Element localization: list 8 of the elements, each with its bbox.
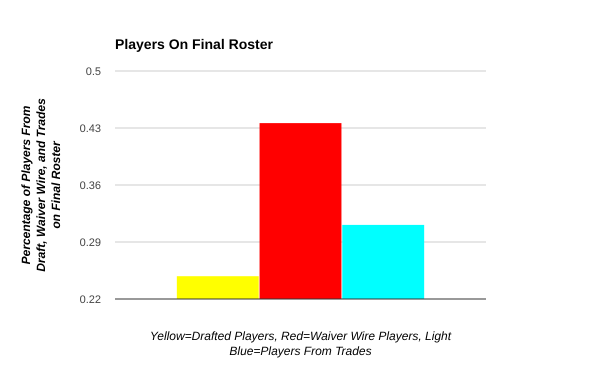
- chart-title: Players On Final Roster: [115, 36, 274, 52]
- y-axis-title: Percentage of Players From Draft, Waiver Wire, and Trades on Final Roster: [19, 98, 63, 272]
- y-tick-label: 0.29: [80, 236, 101, 249]
- y-tick-label: 0.22: [80, 294, 101, 306]
- x-axis-title: Yellow=Drafted Players, Red=Waiver Wire Players, Light Blue=Players From Trades: [150, 329, 452, 358]
- y-tick-label: 0.43: [80, 122, 101, 135]
- y-tick-label: 0.5: [86, 66, 101, 78]
- y-tick-label: 0.36: [80, 180, 101, 192]
